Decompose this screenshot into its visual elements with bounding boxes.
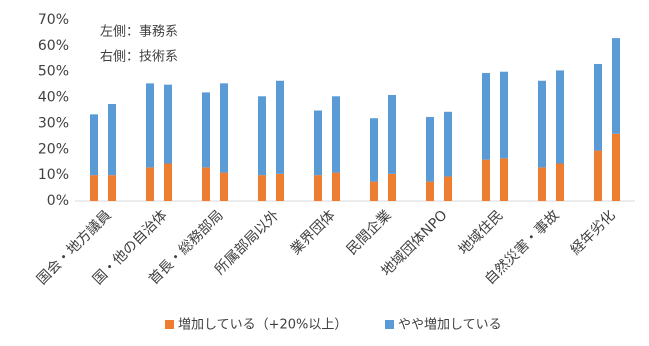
y-tick-label: 20%	[38, 141, 69, 157]
bar-segment	[108, 175, 116, 201]
bar-segment	[220, 172, 228, 201]
bar-segment	[388, 94, 396, 174]
bar-segment	[258, 175, 266, 201]
bar-segment	[500, 158, 508, 201]
y-tick-label: 70%	[38, 12, 69, 28]
legend-label: 増加している（+20%以上）	[178, 318, 347, 333]
bar-segment	[538, 80, 546, 168]
x-tick-label: 経年劣化	[568, 207, 619, 258]
bar-segment	[426, 116, 434, 182]
bar-segment	[594, 150, 602, 201]
bar-segment	[258, 96, 266, 176]
bar-segment	[500, 71, 508, 159]
bar-segment	[556, 70, 564, 164]
x-tick-label: 地域住民	[456, 207, 507, 258]
bar-segment	[276, 80, 284, 174]
bar-segment	[276, 173, 284, 201]
legend-swatch	[385, 320, 394, 329]
bar-segment	[202, 92, 210, 168]
bar-segment	[482, 73, 490, 160]
y-tick-label: 30%	[38, 115, 69, 131]
y-tick-label: 10%	[38, 167, 69, 183]
bar-segment	[146, 83, 154, 168]
bar-segment	[314, 110, 322, 176]
bar-segment	[426, 181, 434, 201]
bar-segment	[370, 118, 378, 182]
bar-segment	[388, 173, 396, 201]
x-tick-label: 業界団体	[288, 207, 339, 258]
bar-segment	[164, 84, 172, 164]
bar-segment	[146, 167, 154, 201]
annotation: 左側：事務系	[100, 25, 178, 40]
bar-segment	[444, 111, 452, 177]
bar-segment	[556, 163, 564, 201]
y-tick-label: 60%	[38, 38, 69, 54]
bar-segment	[90, 114, 98, 176]
y-tick-label: 0%	[47, 193, 69, 209]
bar-segment	[332, 96, 340, 173]
x-tick-label: 民間企業	[343, 207, 395, 259]
bar-segment	[90, 175, 98, 201]
annotation: 右側：技術系	[100, 50, 178, 65]
bar-segment	[444, 176, 452, 201]
bar-segment	[108, 104, 116, 176]
bar-segment	[482, 159, 490, 201]
bar-segment	[202, 167, 210, 201]
bar-segment	[612, 133, 620, 201]
legend-swatch	[165, 320, 174, 329]
bar-segment	[332, 172, 340, 201]
bar-segment	[164, 163, 172, 201]
bar-segment	[538, 167, 546, 201]
bar-segment	[370, 181, 378, 201]
y-tick-label: 50%	[38, 64, 69, 80]
bar-segment	[220, 83, 228, 173]
legend-label: やや増加している	[398, 318, 502, 333]
bar-segment	[314, 175, 322, 201]
y-tick-label: 40%	[38, 90, 69, 106]
bar-segment	[612, 38, 620, 134]
bar-segment	[594, 63, 602, 151]
